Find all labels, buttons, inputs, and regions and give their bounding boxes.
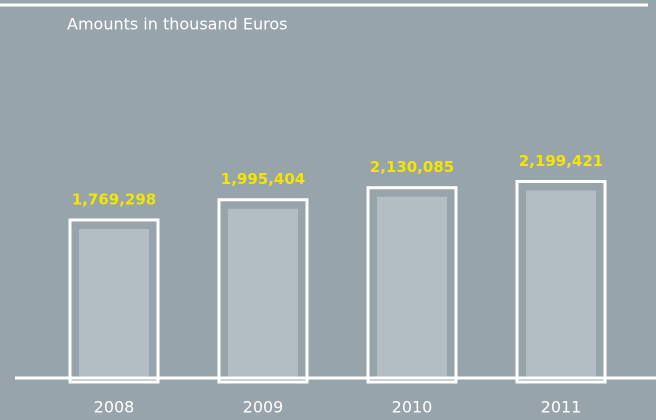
bar-fill xyxy=(228,208,298,378)
x-tick-label: 2010 xyxy=(392,398,433,417)
x-tick-label: 2008 xyxy=(94,398,135,417)
value-label: 1,995,404 xyxy=(221,170,305,188)
value-label: 2,130,085 xyxy=(370,158,454,176)
value-label: 2,199,421 xyxy=(519,152,603,170)
x-tick-label: 2009 xyxy=(243,398,284,417)
bar-fill xyxy=(526,190,596,378)
bar-fill xyxy=(377,196,447,378)
value-label: 1,769,298 xyxy=(72,190,156,208)
x-tick-label: 2011 xyxy=(541,398,582,417)
bar-fill xyxy=(79,228,149,378)
chart-title: Amounts in thousand Euros xyxy=(67,15,287,34)
